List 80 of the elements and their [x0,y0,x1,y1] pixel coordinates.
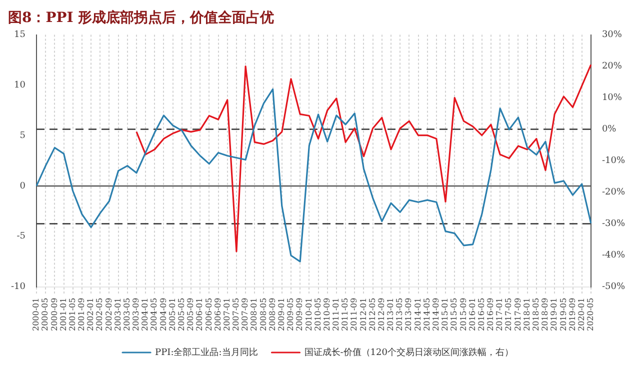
x-tick-label: 2004-01 [140,298,150,332]
y2-tick-label: 20% [602,62,622,72]
y-tick-label: 15 [14,30,26,40]
x-tick-label: 2012-05 [368,298,377,332]
x-tick-label: 2005-09 [186,298,196,332]
x-tick-label: 2018-09 [540,298,550,332]
y2-tick-label: -20% [602,188,626,198]
x-tick-label: 2018-05 [531,298,540,332]
x-tick-label: 2015-01 [440,298,450,332]
x-tick-label: 2016-05 [476,298,486,332]
x-tick-label: 2009-05 [286,298,296,332]
x-tick-label: 2013-01 [386,298,396,332]
x-tick-label: 2003-09 [132,298,141,332]
legend-label: PPI:全部工业品:当月同比 [155,346,258,358]
x-tick-label: 2011-01 [332,298,341,332]
x-tick-label: 2013-09 [404,298,414,332]
x-tick-label: 2020-01 [576,298,586,332]
x-tick-label: 2009-01 [276,298,286,332]
x-tick-label: 2002-09 [104,298,114,332]
x-tick-label: 2008-09 [268,298,277,332]
x-tick-label: 2015-05 [450,298,459,332]
x-tick-label: 2001-09 [77,298,86,332]
x-tick-label: 2007-09 [240,298,250,332]
x-tick-label: 2018-01 [522,298,532,332]
x-tick-label: 2019-09 [568,298,577,332]
x-tick-label: 2008-05 [258,298,268,332]
x-tick-label: 2001-05 [68,298,77,332]
x-tick-label: 2009-09 [295,298,304,332]
x-tick-label: 2012-01 [358,298,368,332]
x-tick-label: 2001-01 [58,298,68,332]
x-tick-label: 2006-05 [204,298,214,332]
y-tick-label: 10 [14,80,26,91]
y-tick-label: -10 [10,282,26,292]
x-tick-label: 2014-01 [413,298,422,332]
y2-tick-label: -10% [602,156,626,166]
x-tick-label: 2003-05 [122,298,132,332]
x-tick-label: 2013-05 [395,298,404,332]
y2-tick-label: -50% [602,282,626,292]
x-tick-label: 2014-05 [422,298,432,332]
y2-tick-label: -30% [602,219,626,230]
y2-tick-label: -40% [602,250,626,261]
x-tick-label: 2010-01 [304,298,314,332]
x-tick-label: 2017-05 [504,298,514,332]
x-tick-label: 2017-01 [495,298,504,332]
x-tick-label: 2004-09 [158,298,168,332]
y-tick-label: 5 [20,130,26,141]
x-tick-label: 2007-05 [232,298,241,332]
x-tick-label: 2010-09 [322,298,332,332]
y-tick-label: 0 [20,181,26,192]
chart-title: 图8：PPI 形成底部拐点后，价值全面占优 [8,9,274,26]
x-tick-label: 2000-01 [32,298,41,332]
x-tick-label: 2019-01 [550,298,559,332]
x-tick-label: 2000-09 [50,298,59,332]
legend-label: 国证成长-价值（120个交易日滚动区间涨跌幅，右） [304,346,514,358]
x-tick-label: 2002-05 [95,298,104,332]
x-tick-label: 2011-05 [340,298,350,332]
y2-tick-label: 10% [602,93,622,104]
x-tick-label: 2019-05 [558,298,568,332]
x-tick-label: 2006-09 [213,298,222,332]
x-tick-label: 2005-01 [168,298,177,332]
y2-tick-label: 30% [602,30,622,40]
x-tick-label: 2007-01 [222,298,232,332]
x-tick-label: 2003-01 [113,298,122,332]
y2-tick-label: 0% [602,124,617,135]
x-tick-label: 2017-09 [513,298,522,332]
x-tick-label: 2008-01 [250,298,259,332]
x-tick-label: 2014-09 [432,298,441,332]
x-tick-label: 2010-05 [313,298,322,332]
x-tick-label: 2000-05 [40,298,50,332]
x-tick-label: 2016-01 [468,298,477,332]
x-tick-label: 2002-01 [86,298,96,332]
x-tick-label: 2012-09 [376,298,386,332]
y-tick-label: -5 [16,232,26,242]
x-tick-label: 2005-05 [177,298,186,332]
x-tick-label: 2016-09 [486,298,496,332]
x-tick-label: 2020-05 [586,298,596,332]
x-tick-label: 2004-05 [150,298,159,332]
x-tick-label: 2011-09 [350,298,359,332]
x-tick-label: 2006-01 [195,298,204,332]
x-tick-label: 2015-09 [458,298,468,332]
